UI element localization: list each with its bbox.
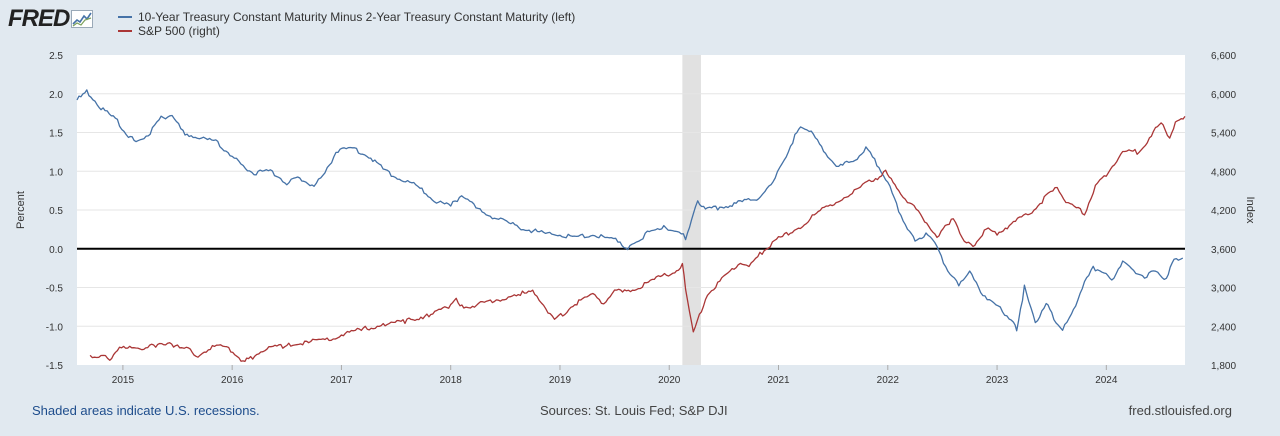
x-tick-label: 2022 xyxy=(877,375,900,386)
graph-logo-icon xyxy=(71,10,94,28)
x-tick-label: 2021 xyxy=(767,375,790,386)
y-tick-label-left: 1.5 xyxy=(49,129,63,140)
y-tick-label-right: 4,200 xyxy=(1211,206,1236,217)
y-tick-label-right: 2,400 xyxy=(1211,322,1236,333)
x-tick-label: 2024 xyxy=(1095,375,1118,386)
y-tick-label-right: 4,800 xyxy=(1211,167,1236,178)
y-tick-label-right: 5,400 xyxy=(1211,129,1236,140)
x-tick-label: 2018 xyxy=(440,375,463,386)
legend-label-spread: 10-Year Treasury Constant Maturity Minus… xyxy=(138,10,576,24)
sources-text: Sources: St. Louis Fed; S&P DJI xyxy=(540,403,728,418)
x-tick-label: 2015 xyxy=(112,375,135,386)
legend-swatch-blue xyxy=(118,16,132,18)
logo-text: FRED xyxy=(8,5,70,32)
recession-note: Shaded areas indicate U.S. recessions. xyxy=(32,403,260,418)
x-tick-label: 2016 xyxy=(221,375,244,386)
legend-item-sp500[interactable]: S&P 500 (right) xyxy=(118,24,575,38)
y-tick-label-right: 1,800 xyxy=(1211,361,1236,372)
series-line-sp500 xyxy=(89,116,1186,363)
chart-header: FRED 10-Year Treasury Constant Maturity … xyxy=(0,0,1280,48)
y-tick-label-left: -0.5 xyxy=(46,284,64,295)
x-tick-label: 2020 xyxy=(658,375,681,386)
legend-item-spread[interactable]: 10-Year Treasury Constant Maturity Minus… xyxy=(118,10,575,24)
y-axis-title-left: Percent xyxy=(15,191,27,229)
y-tick-label-left: -1.0 xyxy=(46,322,64,333)
y-tick-label-left: 2.0 xyxy=(49,90,63,101)
y-tick-label-left: 1.0 xyxy=(49,167,63,178)
chart-canvas: 2.5 2.0 1.5 1.0 0.5 0.0 -0.5 -1.0 -1.5 6,600 6,000… xyxy=(15,51,1256,386)
y-axis-title-right: Index xyxy=(1244,197,1256,224)
chart-legend: 10-Year Treasury Constant Maturity Minus… xyxy=(118,10,575,38)
y-tick-label-right: 3,600 xyxy=(1211,245,1236,256)
x-tick-label: 2017 xyxy=(330,375,353,386)
y-tick-label-right: 6,000 xyxy=(1211,90,1236,101)
y-tick-label-right: 6,600 xyxy=(1211,51,1236,62)
y-tick-label-left: -1.5 xyxy=(46,361,64,372)
legend-label-sp500: S&P 500 (right) xyxy=(138,24,220,38)
x-tick-label: 2019 xyxy=(549,375,572,386)
y-tick-label-right: 3,000 xyxy=(1211,284,1236,295)
y-tick-label-left: 0.0 xyxy=(49,245,63,256)
chart-footer: Shaded areas indicate U.S. recessions. S… xyxy=(0,400,1280,424)
legend-swatch-red xyxy=(118,30,132,32)
x-tick-label: 2023 xyxy=(986,375,1009,386)
y-tick-label-left: 0.5 xyxy=(49,206,63,217)
y-tick-label-left: 2.5 xyxy=(49,51,63,62)
site-link[interactable]: fred.stlouisfed.org xyxy=(1128,403,1232,418)
fred-logo[interactable]: FRED xyxy=(8,5,94,32)
series-line-treasury-spread xyxy=(76,89,1184,332)
